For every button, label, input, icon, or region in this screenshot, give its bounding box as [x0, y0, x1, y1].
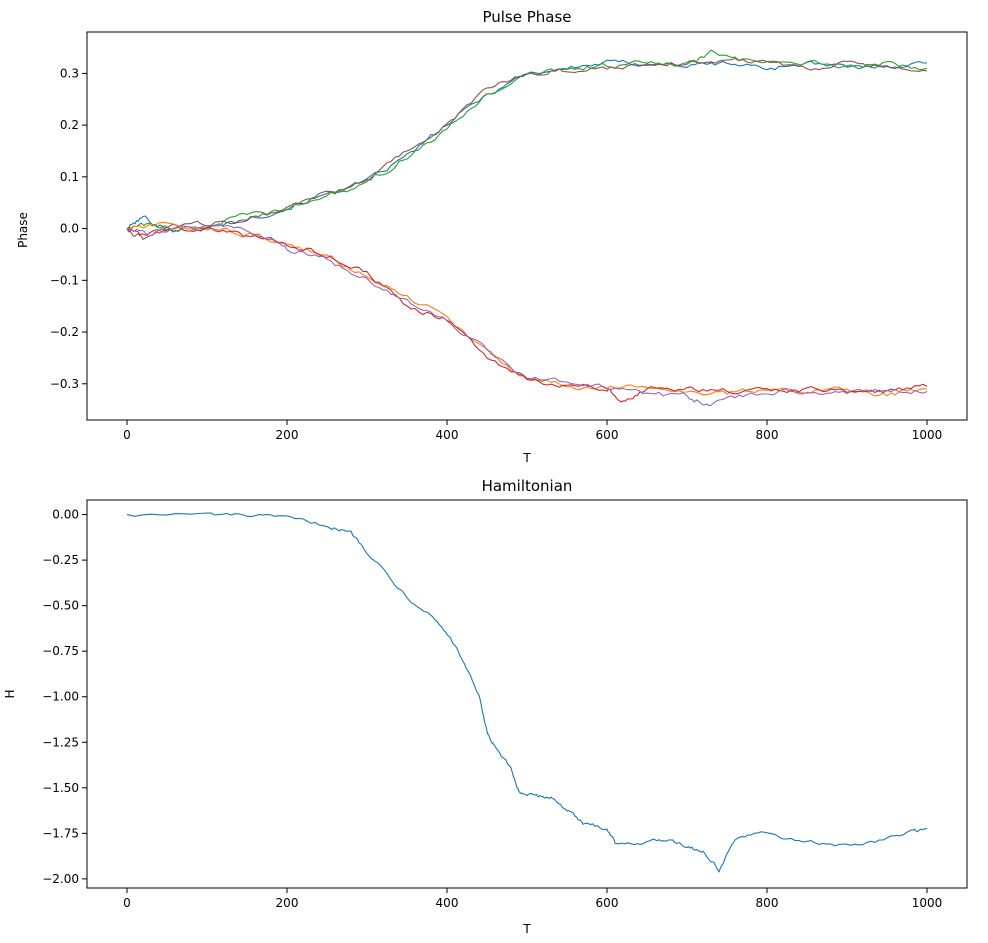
hamiltonian-x-tick-label: 0: [123, 896, 131, 910]
phase-x-tick-label: 200: [276, 428, 299, 442]
phase-y-axis-label: Phase: [16, 212, 30, 248]
phase-series-line: [126, 221, 928, 397]
phase-x-tick-label: 400: [436, 428, 459, 442]
hamiltonian-x-tick-label: 1000: [912, 896, 943, 910]
phase-series-line: [126, 57, 928, 240]
hamiltonian-plot-frame: [86, 499, 968, 889]
hamiltonian-x-tick-label: 600: [596, 896, 619, 910]
hamiltonian-x-tick-label: 800: [756, 896, 779, 910]
hamiltonian-x-axis-label: T: [522, 922, 531, 936]
hamiltonian-y-ticks: 0.00 −0.25 −0.50 −0.75 −1.00 −1.25 −1.50 −1.75 −…: [42, 508, 87, 886]
phase-y-tick-label: 0.3: [60, 66, 79, 80]
phase-series-line: [126, 223, 928, 406]
phase-y-tick-label: −0.2: [50, 325, 79, 339]
phase-y-ticks: −0.3 −0.2 −0.1 0.0 0.1 0.2 0.3: [50, 66, 87, 391]
hamiltonian-y-axis-label: H: [3, 689, 17, 698]
hamiltonian-y-tick-label: −1.25: [42, 735, 79, 749]
phase-x-axis-label: T: [522, 451, 531, 465]
phase-plot-frame: [86, 31, 968, 421]
phase-y-tick-label: −0.3: [50, 377, 79, 391]
phase-x-tick-label: 1000: [912, 428, 943, 442]
hamiltonian-y-tick-label: −0.25: [42, 553, 79, 567]
phase-series-line: [126, 59, 927, 232]
phase-y-tick-label: 0.0: [60, 222, 79, 236]
hamiltonian-x-ticks: 0 200 400 600 800 1000: [123, 888, 942, 910]
phase-chart-title: Pulse Phase: [482, 8, 571, 26]
phase-y-tick-label: 0.1: [60, 170, 79, 184]
hamiltonian-y-tick-label: −1.75: [42, 826, 79, 840]
hamiltonian-y-tick-label: −0.75: [42, 644, 79, 658]
phase-x-tick-label: 600: [596, 428, 619, 442]
phase-x-ticks: 0 200 400 600 800 1000: [123, 420, 942, 442]
hamiltonian-y-tick-label: −2.00: [42, 872, 79, 886]
phase-y-tick-label: −0.1: [50, 273, 79, 287]
phase-x-tick-label: 800: [756, 428, 779, 442]
hamiltonian-series-group: [126, 512, 928, 873]
hamiltonian-y-tick-label: −0.50: [42, 599, 79, 613]
hamiltonian-y-tick-label: 0.00: [52, 508, 79, 522]
hamiltonian-series-line: [126, 512, 928, 873]
phase-x-tick-label: 0: [123, 428, 131, 442]
hamiltonian-x-tick-label: 200: [276, 896, 299, 910]
hamiltonian-y-tick-label: −1.00: [42, 690, 79, 704]
hamiltonian-x-tick-label: 400: [436, 896, 459, 910]
phase-chart: Pulse Phase 0 200 400 600 800 1000 −0.3−0.2−0…: [16, 8, 968, 465]
hamiltonian-chart: Hamiltonian 0 200 400 600 800 1000 0.00 −0.25 −…: [3, 477, 968, 936]
phase-y-tick-label: 0.2: [60, 118, 79, 132]
phase-series-group: [126, 49, 928, 406]
phase-series-line: [126, 226, 928, 403]
hamiltonian-y-tick-label: −1.50: [42, 781, 79, 795]
phase-series-line: [126, 49, 928, 233]
hamiltonian-chart-title: Hamiltonian: [482, 477, 573, 495]
